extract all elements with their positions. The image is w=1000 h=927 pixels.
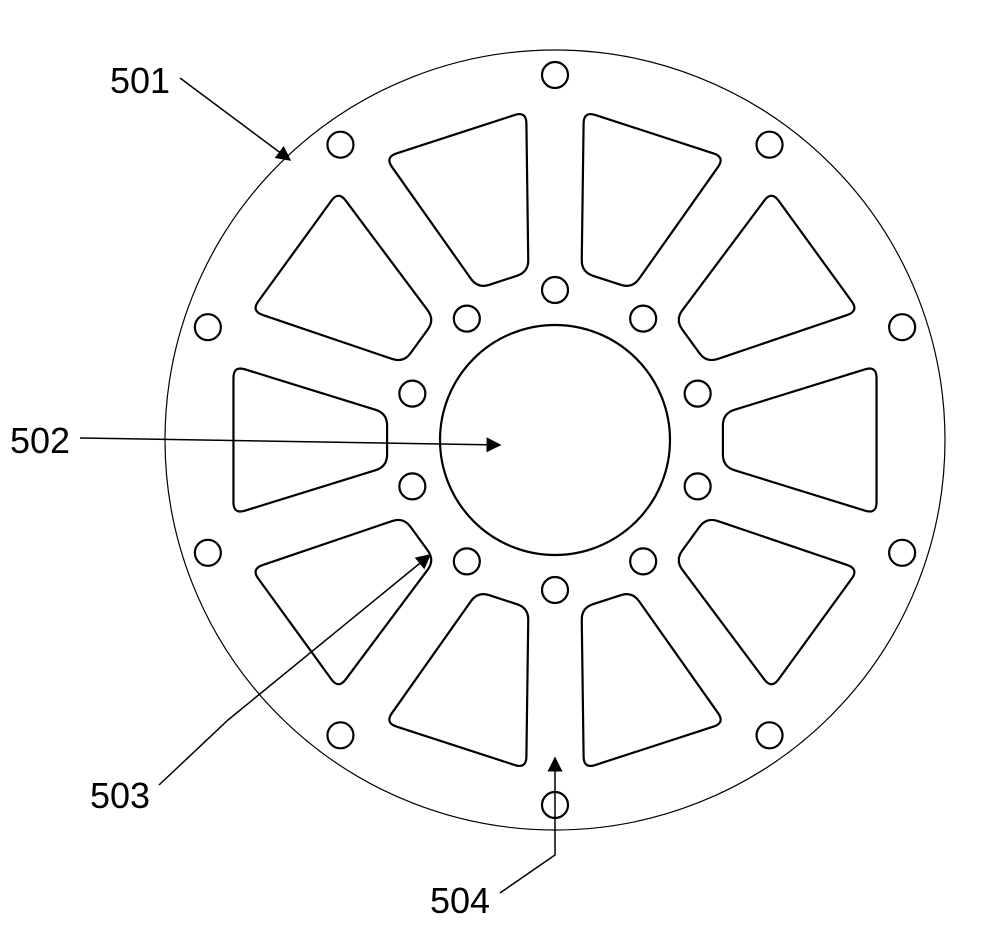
- spoke-slot: [723, 369, 877, 512]
- spoke-slot: [389, 114, 528, 286]
- outer-circle: [165, 50, 945, 830]
- spoke-slot: [582, 114, 721, 286]
- spoke-slot: [256, 520, 432, 684]
- inner-bolt-hole: [630, 306, 656, 332]
- label-503: 503: [90, 775, 150, 817]
- outer-bolt-hole: [327, 132, 353, 158]
- inner-bolt-hole: [399, 473, 425, 499]
- label-502: 502: [10, 420, 70, 462]
- leader-line: [159, 555, 430, 785]
- hub-circle: [440, 325, 670, 555]
- inner-bolt-hole: [454, 306, 480, 332]
- outer-bolt-hole: [889, 540, 915, 566]
- inner-bolt-hole: [542, 277, 568, 303]
- spoke-slot: [679, 196, 855, 360]
- inner-bolt-hole: [685, 381, 711, 407]
- outer-bolt-hole: [889, 314, 915, 340]
- inner-bolt-hole: [454, 548, 480, 574]
- spoke-slot: [389, 594, 528, 766]
- inner-bolt-hole: [630, 548, 656, 574]
- outer-bolt-hole: [757, 722, 783, 748]
- label-504: 504: [430, 880, 490, 922]
- spoke-slot: [256, 196, 432, 360]
- outer-bolt-hole: [327, 722, 353, 748]
- outer-bolt-hole: [195, 314, 221, 340]
- inner-bolt-hole: [685, 473, 711, 499]
- spoke-slot: [233, 369, 387, 512]
- leader-line: [80, 438, 500, 445]
- outer-bolt-hole: [542, 62, 568, 88]
- diagram-container: 501 502 503 504: [0, 0, 1000, 927]
- outer-bolt-hole: [195, 540, 221, 566]
- label-501: 501: [110, 60, 170, 102]
- spoke-slot: [679, 520, 855, 684]
- leader-line: [180, 78, 290, 160]
- inner-bolt-hole: [399, 381, 425, 407]
- spoke-slot: [582, 594, 721, 766]
- outer-bolt-hole: [757, 132, 783, 158]
- inner-bolt-hole: [542, 577, 568, 603]
- leader-line: [500, 758, 555, 893]
